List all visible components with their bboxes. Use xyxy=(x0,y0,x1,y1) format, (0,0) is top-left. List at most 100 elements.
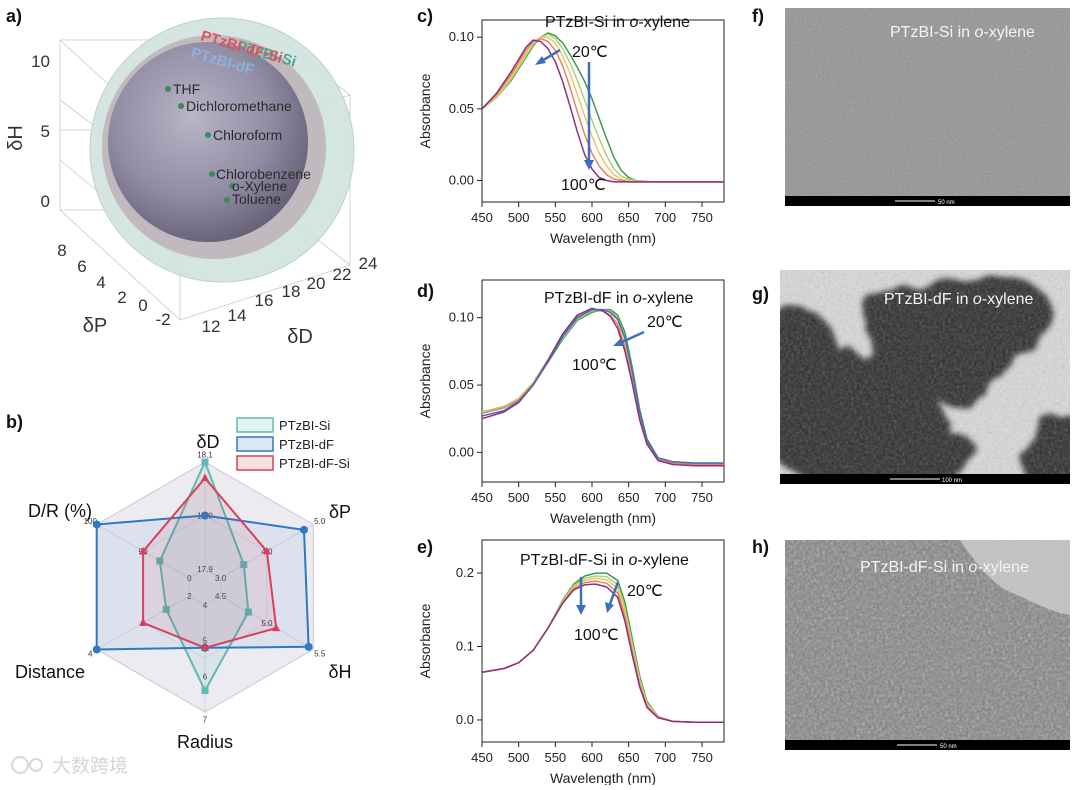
radar-tick-label: 5.0 xyxy=(314,517,326,526)
radar-point-triangle xyxy=(139,618,148,626)
x-tick-18: 18 xyxy=(282,282,301,301)
panel-d-x-tick-label: 450 xyxy=(471,490,493,505)
panel-e-y-tick-label: 0.2 xyxy=(456,565,474,580)
radar-point-triangle xyxy=(139,546,148,555)
radar-axis-name: δH xyxy=(328,662,351,682)
solvent-point-thf xyxy=(165,86,171,92)
y-tick-neg2: -2 xyxy=(155,310,170,329)
panel-e-x-tick-label: 650 xyxy=(618,750,640,765)
panel-e-absorbance-chart: 450 500 550 600 650 700 750 0.0 0.1 0.2 Wavelength… xyxy=(417,539,725,786)
radar-tick-label: 5.5 xyxy=(314,649,326,658)
radar-tick-label: 17.9 xyxy=(197,565,213,574)
solvent-point-o-xylene xyxy=(229,183,235,189)
watermark: 大数跨境 xyxy=(11,755,128,777)
legend-label-ptzbi-df: PTzBI-dF xyxy=(279,437,334,452)
radar-point-square xyxy=(162,605,170,613)
panel-d-plot-frame xyxy=(481,279,725,483)
radar-tick-label: 4 xyxy=(203,601,208,610)
panel-e-y-axis-label: Absorbance xyxy=(417,603,433,678)
radar-point-circle xyxy=(304,642,313,651)
panel-d-x-tick-label: 500 xyxy=(508,490,530,505)
panel-c-temp-low: 100℃ xyxy=(561,177,606,194)
radar-point-square xyxy=(240,561,248,569)
radar-legend: PTzBI-Si PTzBI-dF PTzBI-dF-Si xyxy=(236,417,350,471)
panel-c-x-tick-label: 550 xyxy=(544,210,566,225)
panel-e-y-tick-label: 0.1 xyxy=(456,639,474,654)
panel-d-series-line xyxy=(482,308,724,464)
panel-d-x-tick-label: 700 xyxy=(654,490,676,505)
tem-f-texture xyxy=(785,8,1070,200)
panel-e-temp-low: 100℃ xyxy=(574,627,619,644)
solvent-label-o-xylene: o-Xylene xyxy=(232,178,287,194)
solvent-label-toluene: Toluene xyxy=(232,191,281,207)
panel-d-temp-high: 20℃ xyxy=(647,314,683,331)
panel-c-y-tick-label: 0.05 xyxy=(449,101,474,116)
radar-tick-label: 0 xyxy=(187,574,192,583)
legend-label-ptzbi-df-si: PTzBI-dF-Si xyxy=(279,456,350,471)
panel-d-arrows xyxy=(613,330,645,346)
panel-c-x-tick-label: 600 xyxy=(581,210,603,225)
panel-label-b: b) xyxy=(6,412,23,432)
radar-point-circle xyxy=(299,525,308,534)
legend-swatch-ptzbi-si xyxy=(236,417,274,433)
radar-tick-label: 4.5 xyxy=(215,592,227,601)
radar-point-circle xyxy=(92,520,101,529)
solvent-point-dichloromethane xyxy=(178,103,184,109)
radar-tick-label: 2 xyxy=(187,592,192,601)
panel-c-x-tick-label: 500 xyxy=(508,210,530,225)
panel-c-y-axis-label: Absorbance xyxy=(417,73,433,148)
radar-axis-name: D/R (%) xyxy=(28,501,92,521)
panel-d-x-tick-label: 550 xyxy=(544,490,566,505)
radar-tick-label: 4 xyxy=(88,649,93,658)
panel-d-series-line xyxy=(482,308,724,466)
tem-g-scale-label: 100 nm xyxy=(942,478,962,484)
panel-d-x-tick-label: 600 xyxy=(581,490,603,505)
panel-e-annotation: PTzBI-dF-Si in o-xylene xyxy=(520,552,689,569)
radar-spoke xyxy=(220,595,314,650)
panel-label-d: d) xyxy=(417,281,434,301)
panel-e-y-tick-label: 0.0 xyxy=(456,712,474,727)
solvent-label-chloroform: Chloroform xyxy=(213,127,282,143)
radar-tick-label: 6 xyxy=(203,672,208,681)
panel-d-series-line xyxy=(482,307,724,467)
panel-label-a: a) xyxy=(6,6,22,26)
radar-point-square xyxy=(201,458,209,466)
arrow-head-down xyxy=(584,160,594,170)
panel-e-x-tick-label: 600 xyxy=(581,750,603,765)
radar-axis-name: Distance xyxy=(15,662,85,682)
panel-e-x-tick-label: 550 xyxy=(544,750,566,765)
tem-g-caption: PTzBI-dF in o-xylene xyxy=(884,291,1033,308)
y-tick-6: 6 xyxy=(77,257,86,276)
panel-d-temp-low: 100℃ xyxy=(572,357,617,374)
z-tick-10: 10 xyxy=(31,52,50,71)
panel-b-radar: 18.118.017.95.04.03.05.55.04.57654432100… xyxy=(15,432,352,752)
panel-c-y-tick-label: 0.10 xyxy=(449,29,474,44)
tem-g-aggregates xyxy=(780,270,1070,480)
z-tick-5: 5 xyxy=(41,122,50,141)
watermark-text: 大数跨境 xyxy=(52,755,128,777)
panel-e-temp-high: 20℃ xyxy=(627,583,663,600)
radar-point-square xyxy=(201,687,209,695)
solvent-label-chlorobenzene: Chlorobenzene xyxy=(216,166,311,182)
panel-c-x-tick-label: 700 xyxy=(654,210,676,225)
solvent-label-thf: THF xyxy=(173,81,200,97)
tem-f-caption: PTzBI-Si in o-xylene xyxy=(890,24,1035,41)
watermark-logo-icon-2 xyxy=(29,758,43,772)
radar-tick-label: 18.1 xyxy=(197,451,213,460)
panel-d-annotation: PTzBI-dF in o-xylene xyxy=(544,290,693,307)
radar-point-triangle xyxy=(272,623,281,632)
tem-h-grid-hole xyxy=(960,540,1070,615)
panel-e-plot-frame xyxy=(481,539,725,743)
legend-label-ptzbi-si: PTzBI-Si xyxy=(279,418,330,433)
tem-f-scale-label: 50 nm xyxy=(938,200,955,206)
y-tick-4: 4 xyxy=(96,273,105,292)
panel-d-y-tick-label: 0.10 xyxy=(449,310,474,325)
panel-d-series-line xyxy=(482,308,724,464)
x-tick-24: 24 xyxy=(359,254,378,273)
panel-c-x-tick-label: 750 xyxy=(691,210,713,225)
radar-axis-name: Radius xyxy=(177,732,233,752)
panel-c-x-tick-label: 450 xyxy=(471,210,493,225)
panel-e-x-axis-label: Wavelength (nm) xyxy=(550,770,656,785)
solvent-point-toluene xyxy=(224,197,230,203)
